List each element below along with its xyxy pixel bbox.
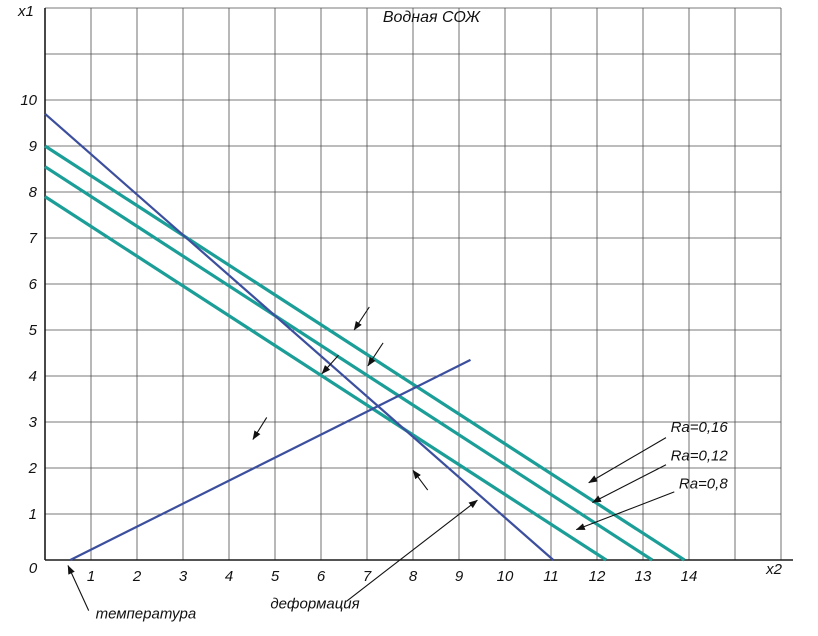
x-tick-label: 2 bbox=[132, 568, 142, 585]
annotation-arrow bbox=[252, 417, 268, 440]
x-tick-label: 5 bbox=[271, 568, 280, 585]
annotation-arrow bbox=[345, 499, 478, 602]
series-Ra=0,8 bbox=[44, 195, 608, 562]
y-tick-label: 2 bbox=[28, 460, 38, 477]
annotation-arrow bbox=[588, 437, 667, 484]
y-tick-label: 3 bbox=[29, 414, 38, 431]
x-tick-label: 1 bbox=[87, 568, 95, 585]
y-tick-label: 10 bbox=[20, 92, 37, 109]
series-температура bbox=[69, 358, 471, 561]
annotation-arrow bbox=[367, 342, 384, 367]
x-tick-label: 8 bbox=[409, 568, 418, 585]
chart-title: Водная СОЖ bbox=[383, 9, 481, 26]
series-Ra=0,16 bbox=[44, 144, 686, 562]
x-tick-label: 10 bbox=[497, 568, 514, 585]
annotation-arrow bbox=[321, 354, 339, 375]
annotation-label: деформация bbox=[270, 595, 359, 612]
x-tick-label: 6 bbox=[317, 568, 326, 585]
series-Ra=0,12 bbox=[44, 165, 654, 562]
x-tick-label: 7 bbox=[363, 568, 372, 585]
x-tick-label: 14 bbox=[681, 568, 698, 585]
x-tick-label: 9 bbox=[455, 568, 464, 585]
x-axis-label: x2 bbox=[765, 561, 783, 578]
y-tick-label: 7 bbox=[29, 230, 38, 247]
annotation-label: температура bbox=[96, 605, 197, 622]
annotation-arrow bbox=[575, 491, 675, 531]
series-деформация bbox=[44, 112, 555, 561]
x-tick-label: 4 bbox=[225, 568, 233, 585]
y-tick-label: 1 bbox=[29, 506, 37, 523]
annotation-arrow bbox=[591, 464, 667, 503]
annotation-label: Ra=0,8 bbox=[679, 476, 728, 493]
x-tick-label: 12 bbox=[589, 568, 606, 585]
y-axis-label: x1 bbox=[17, 3, 34, 20]
annotation-arrow bbox=[412, 469, 429, 491]
x-tick-label: 3 bbox=[179, 568, 188, 585]
y-tick-label: 4 bbox=[29, 368, 37, 385]
y-tick-label: 5 bbox=[29, 322, 38, 339]
annotation-arrow bbox=[67, 565, 90, 611]
x-tick-label: 11 bbox=[543, 568, 559, 585]
y-tick-label: 9 bbox=[29, 138, 38, 155]
y-tick-label: 8 bbox=[29, 184, 38, 201]
grid bbox=[44, 7, 782, 561]
axes bbox=[44, 8, 793, 561]
annotation-arrow bbox=[353, 306, 370, 331]
annotation-label: Ra=0,12 bbox=[671, 448, 729, 465]
origin-label: 0 bbox=[29, 560, 38, 577]
y-tick-label: 6 bbox=[29, 276, 38, 293]
annotation-label: Ra=0,16 bbox=[671, 419, 729, 436]
x-tick-label: 13 bbox=[635, 568, 652, 585]
